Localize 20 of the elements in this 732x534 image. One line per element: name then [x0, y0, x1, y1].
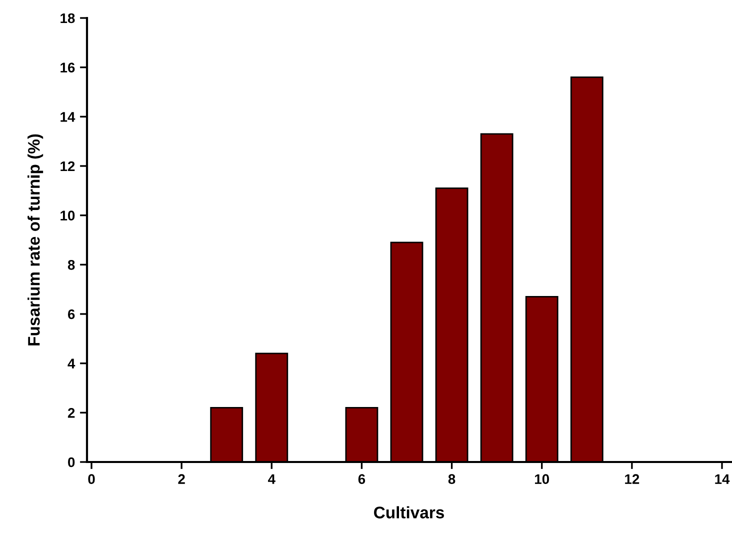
x-tick-label: 2 [178, 474, 185, 484]
y-tick-label: 14 [60, 112, 76, 122]
y-tick-label: 0 [68, 457, 75, 468]
y-tick-label: 12 [60, 161, 75, 172]
x-tick-label: 10 [535, 474, 550, 484]
x-axis-title: Cultivars [374, 506, 444, 518]
y-tick-label: 4 [68, 358, 76, 368]
x-tick-label: 12 [625, 474, 640, 484]
x-tick-label: 6 [358, 474, 366, 484]
x-tick-label: 8 [448, 474, 456, 484]
y-tick-label: 16 [60, 62, 75, 73]
x-tick-label: 4 [268, 474, 276, 484]
y-tick-label: 6 [68, 309, 75, 320]
x-tick-label: 14 [715, 474, 730, 484]
y-axis-title: Fusarium rate of turnip (%) [28, 134, 44, 346]
x-tick-label: 0 [88, 474, 95, 484]
y-tick-label: 2 [68, 408, 75, 418]
y-tick-label: 18 [60, 13, 75, 24]
y-tick-label: 10 [60, 210, 75, 221]
y-tick-label: 8 [68, 260, 75, 270]
